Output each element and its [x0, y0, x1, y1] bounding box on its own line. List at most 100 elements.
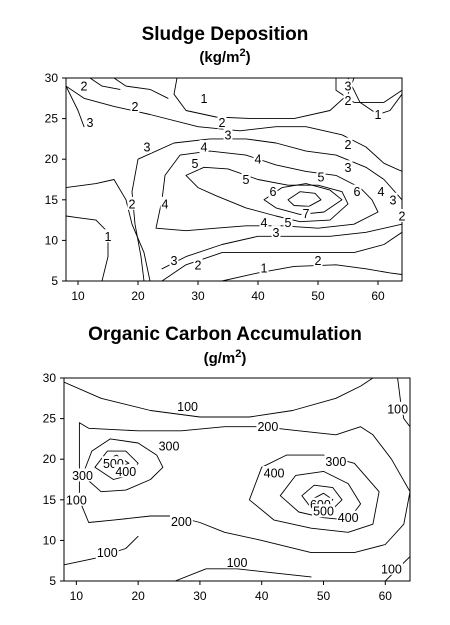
- sludge-contour-label-20: 3: [390, 193, 397, 207]
- carbon-label-bg-12: [336, 510, 360, 524]
- sludge-label-bg-10: [142, 140, 152, 154]
- carbon-label-bg-7: [64, 492, 88, 506]
- sludge-xtick-label-20: 20: [131, 289, 145, 303]
- carbon-xtick-label-30: 30: [193, 589, 207, 603]
- carbon-label-bg-6: [71, 468, 95, 482]
- carbon-plot-frame: [63, 377, 411, 582]
- carbon-contour-100-0: [64, 378, 374, 418]
- sludge-ytick-label-5: 5: [51, 274, 58, 288]
- sludge-label-bg-26: [283, 215, 293, 229]
- carbon-label-bg-5: [114, 464, 138, 478]
- sludge-contour-label-10: 3: [144, 141, 151, 155]
- carbon-xtick-label-40: 40: [255, 589, 269, 603]
- sludge-contour-3-10: [113, 78, 169, 99]
- carbon-label-bg-13: [169, 514, 193, 528]
- sludge-contour-label-29: 3: [171, 254, 178, 268]
- sludge-contour-label-2: 2: [132, 100, 139, 114]
- sludge-label-bg-15: [241, 172, 251, 186]
- sludge-label-bg-28: [103, 229, 113, 243]
- sludge-contour-2-8: [161, 231, 402, 281]
- sludge-label-bg-12: [190, 156, 200, 170]
- sludge-xtick-label-30: 30: [191, 289, 205, 303]
- sludge-label-bg-32: [313, 253, 323, 267]
- sludge-label-bg-11: [199, 140, 209, 154]
- sludge-label-bg-1: [85, 115, 95, 129]
- sludge-contour-label-13: 4: [255, 153, 262, 167]
- sludge-xtick-label-60: 60: [371, 289, 385, 303]
- sludge-contour-label-3: 1: [201, 92, 208, 106]
- sludge-label-bg-21: [397, 209, 407, 223]
- units-superscript: 2: [235, 348, 242, 360]
- sludge-label-bg-23: [127, 196, 137, 210]
- sludge-label-bg-24: [160, 196, 170, 210]
- sludge-label-bg-13: [253, 152, 263, 166]
- sludge-contour-label-5: 3: [225, 128, 232, 142]
- carbon-contour-label-6: 300: [72, 469, 93, 483]
- sludge-label-bg-18: [352, 184, 362, 198]
- sludge-contour-3-9: [66, 85, 85, 128]
- carbon-ytick-label-5: 5: [49, 574, 56, 588]
- carbon-xtick-label-10: 10: [70, 589, 84, 603]
- carbon-ytick-label-10: 10: [43, 533, 57, 547]
- sludge-label-bg-17: [268, 184, 278, 198]
- sludge-label-bg-19: [376, 184, 386, 198]
- carbon-contour-300-6: [82, 438, 164, 493]
- sludge-contour-2-6: [335, 78, 402, 103]
- sludge-label-bg-30: [193, 257, 203, 271]
- carbon-contour-label-7: 100: [66, 493, 87, 507]
- chart1-units: (kg/m2): [0, 47, 450, 66]
- sludge-contour-label-32: 2: [315, 254, 322, 268]
- carbon-label-bg-2: [256, 419, 280, 433]
- sludge-contour-label-14: 3: [345, 161, 352, 175]
- sludge-contour-2-4: [66, 85, 402, 172]
- chart2-units: (g/m2): [0, 348, 450, 367]
- sludge-contour-label-6: 3: [345, 80, 352, 94]
- carbon-ytick-label-30: 30: [43, 371, 57, 385]
- sludge-contour-1-0: [173, 78, 355, 120]
- sludge-contour-label-24: 4: [162, 197, 169, 211]
- sludge-label-bg-22: [301, 206, 311, 220]
- carbon-contour-label-1: 100: [387, 402, 408, 416]
- sludge-plot-frame: [65, 77, 403, 282]
- sludge-contour-label-0: 2: [81, 80, 88, 94]
- units-superscript: 2: [239, 47, 246, 59]
- sludge-label-bg-6: [343, 79, 353, 93]
- sludge-contour-label-19: 4: [378, 185, 385, 199]
- sludge-contour-label-27: 3: [273, 226, 280, 240]
- sludge-contour-label-12: 5: [192, 157, 199, 171]
- carbon-label-bg-11: [312, 504, 335, 518]
- sludge-contour-label-11: 4: [201, 141, 208, 155]
- sludge-xtick-label-40: 40: [251, 289, 265, 303]
- sludge-label-bg-0: [79, 79, 89, 93]
- sludge-contour-5-14: [185, 166, 349, 223]
- sludge-contour-label-17: 6: [270, 185, 277, 199]
- sludge-label-bg-3: [199, 91, 209, 105]
- sludge-contour-label-21: 2: [399, 210, 406, 224]
- carbon-contour-label-14: 100: [97, 546, 118, 560]
- sludge-contour-label-9: 2: [345, 138, 352, 152]
- sludge-contour-label-7: 2: [345, 94, 352, 108]
- sludge-label-bg-31: [259, 261, 269, 275]
- chart2-title: Organic Carbon Accumulation: [88, 324, 362, 345]
- carbon-label-bg-0: [176, 399, 200, 413]
- carbon-label-bg-16: [379, 561, 403, 575]
- carbon-label-bg-3: [157, 439, 181, 453]
- sludge-contour-label-4: 2: [219, 116, 226, 130]
- sludge-contour-label-1: 3: [87, 116, 94, 130]
- sludge-contour-label-8: 1: [375, 108, 382, 122]
- carbon-xtick-label-50: 50: [317, 589, 331, 603]
- sludge-contour-label-31: 1: [261, 262, 268, 276]
- sludge-contour-label-22: 7: [303, 207, 310, 221]
- chart2-units-text: (g/m2): [203, 348, 247, 367]
- carbon-contour-100-3: [174, 568, 312, 581]
- chart1-units-text: (kg/m2): [199, 47, 251, 66]
- carbon-contour-label-8: 400: [264, 467, 285, 481]
- sludge-label-bg-4: [217, 115, 227, 129]
- carbon-contour-label-3: 300: [159, 440, 180, 454]
- sludge-contour-6-15: [263, 183, 343, 215]
- sludge-label-bg-5: [223, 127, 233, 141]
- carbon-ytick-label-25: 25: [43, 412, 57, 426]
- carbon-contour-label-13: 200: [171, 515, 192, 529]
